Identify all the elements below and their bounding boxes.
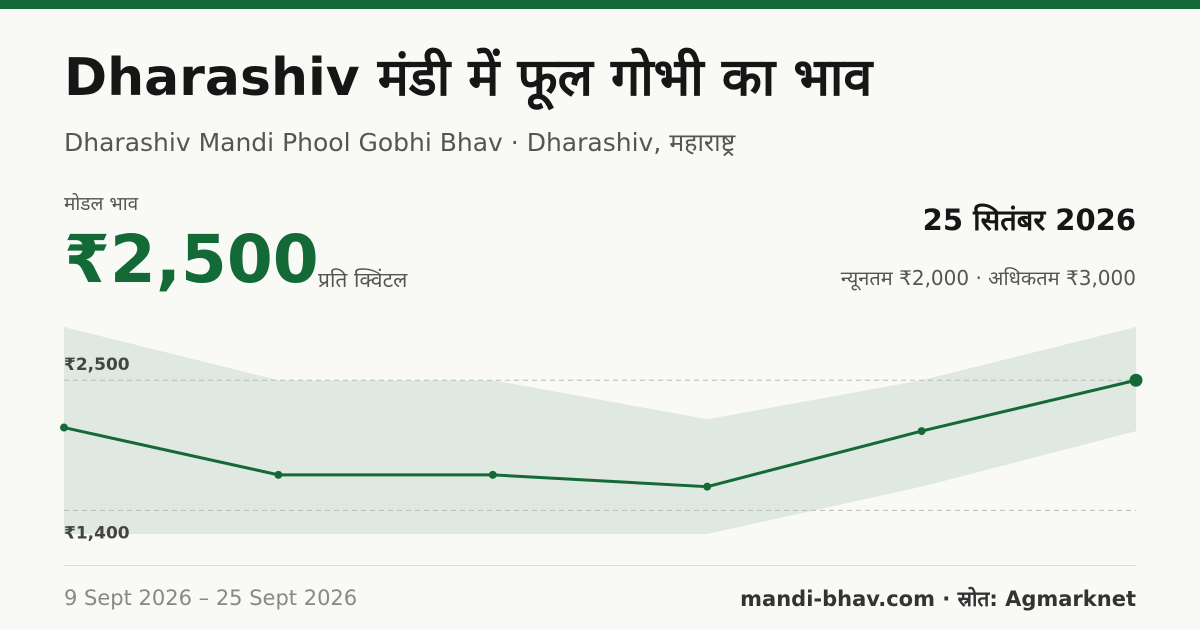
price-point <box>488 470 497 479</box>
price-point <box>274 470 283 479</box>
latest-price-point <box>1129 373 1143 387</box>
page-title: Dharashiv मंडी में फूल गोभी का भाव <box>64 48 873 108</box>
min-max-band <box>64 327 1136 534</box>
modal-price-line <box>63 378 1137 489</box>
y-tick-label: ₹2,500 <box>64 355 130 375</box>
price-trend-chart: ₹2,500 ₹1,400 <box>60 327 1143 543</box>
modal-price-label: मोडल भाव <box>64 193 139 215</box>
page-subtitle: Dharashiv Mandi Phool Gobhi Bhav · Dhara… <box>64 128 736 157</box>
y-tick-label: ₹1,400 <box>64 523 130 543</box>
footer-divider <box>64 565 1136 566</box>
footer-date-range: 9 Sept 2026 – 25 Sept 2026 <box>64 586 358 610</box>
price-unit: प्रति क्विंटल <box>318 268 408 292</box>
top-accent-bar <box>0 0 1200 9</box>
price-point <box>917 427 926 436</box>
footer-source: mandi-bhav.com · स्रोत: Agmarknet <box>740 587 1136 611</box>
price-point <box>703 482 712 491</box>
price-date: 25 सितंबर 2026 <box>922 203 1136 237</box>
modal-price-value: ₹2,500 <box>64 221 319 298</box>
min-max-range: न्यूनतम ₹2,000 · अधिकतम ₹3,000 <box>840 266 1136 290</box>
price-point <box>60 423 68 432</box>
